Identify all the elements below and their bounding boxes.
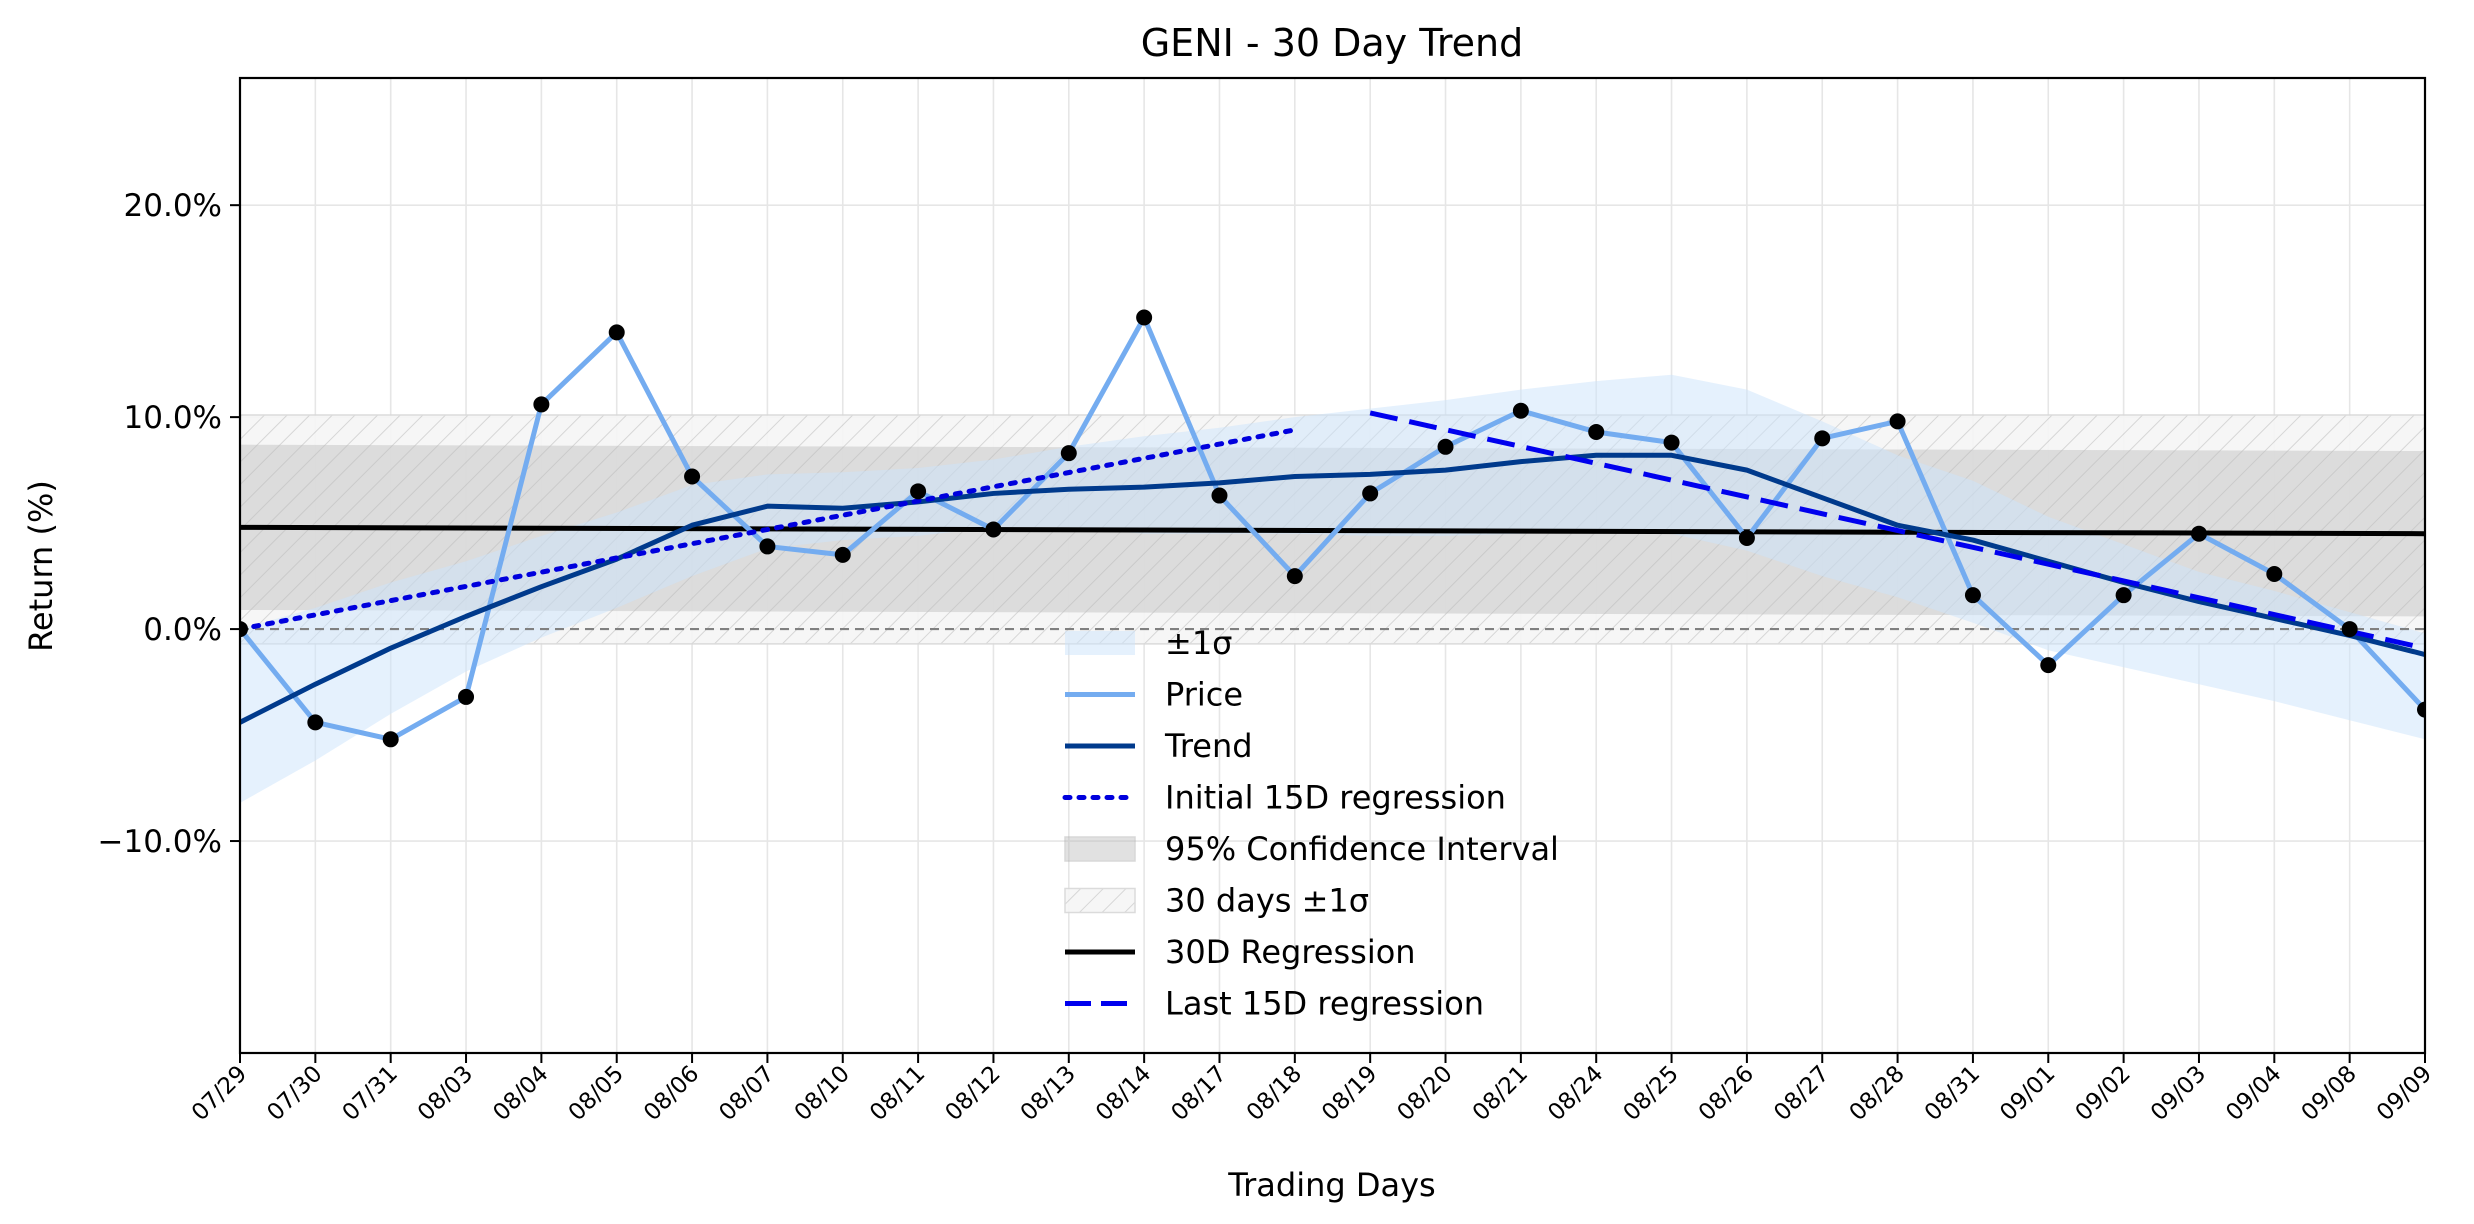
y-axis-label: Return (%) xyxy=(22,480,60,652)
price-point xyxy=(2115,587,2132,604)
x-tick-label: 08/13 xyxy=(1016,1061,1081,1126)
x-tick-label: 07/29 xyxy=(187,1061,252,1126)
price-point xyxy=(1588,423,1605,440)
price-point xyxy=(1211,487,1228,504)
x-tick-label: 07/31 xyxy=(338,1061,403,1126)
price-point xyxy=(1663,434,1680,451)
legend-label: 30 days ±1σ xyxy=(1165,882,1369,920)
x-tick-label: 08/20 xyxy=(1392,1061,1457,1126)
plot-area xyxy=(240,309,2425,803)
x-tick-label: 08/25 xyxy=(1619,1061,1684,1126)
x-tick-label: 08/19 xyxy=(1317,1061,1382,1126)
legend-swatch xyxy=(1064,887,1136,914)
x-tick-label: 09/04 xyxy=(2221,1061,2286,1126)
x-tick-label: 08/31 xyxy=(1920,1061,1985,1126)
price-point xyxy=(608,324,625,341)
price-point xyxy=(2341,621,2358,638)
x-tick-label: 08/26 xyxy=(1694,1061,1759,1126)
x-tick-label: 09/09 xyxy=(2372,1061,2437,1126)
x-tick-label: 09/02 xyxy=(2071,1061,2136,1126)
initial-15d-regression-line xyxy=(240,427,1298,632)
x-tick-label: 08/12 xyxy=(940,1061,1005,1126)
y-axis: 20.0% 10.0% 0.0% −10.0% xyxy=(98,188,240,860)
price-point xyxy=(1060,445,1077,462)
legend: ±1σ Price Trend Initial 15D regression 95% C… xyxy=(1062,624,1559,1023)
legend-label: Initial 15D regression xyxy=(1165,779,1506,817)
legend-label: 30D Regression xyxy=(1165,933,1416,971)
x-tick-label: 08/07 xyxy=(714,1061,779,1126)
x-tick-label: 08/27 xyxy=(1769,1061,1834,1126)
x-tick-label: 08/03 xyxy=(413,1061,478,1126)
y-tick-label: 10.0% xyxy=(124,400,222,436)
x-tick-label: 08/17 xyxy=(1166,1061,1231,1126)
price-point xyxy=(1964,587,1981,604)
price-point xyxy=(1814,430,1831,447)
x-tick-label: 08/21 xyxy=(1468,1061,1533,1126)
price-point xyxy=(759,538,776,555)
x-tick-label: 09/01 xyxy=(1995,1061,2060,1126)
x-tick-label: 07/30 xyxy=(262,1061,327,1126)
price-point xyxy=(1437,438,1454,455)
x-tick-label: 08/24 xyxy=(1543,1061,1608,1126)
x-tick-label: 08/18 xyxy=(1242,1061,1307,1126)
y-tick-label: 0.0% xyxy=(143,612,222,648)
x-tick-label: 08/06 xyxy=(639,1061,704,1126)
price-point xyxy=(2040,657,2057,674)
price-point xyxy=(1738,529,1755,546)
band-sigma xyxy=(240,374,2425,803)
x-tick-label: 08/11 xyxy=(865,1061,930,1126)
x-tick-label: 09/03 xyxy=(2146,1061,2211,1126)
price-point xyxy=(2266,565,2283,582)
last-15d-regression-line xyxy=(1369,410,2425,651)
x-axis: 07/29 07/30 07/31 08/03 08/04 08/05 08/06 08/07… xyxy=(187,1053,2437,1126)
price-point xyxy=(1286,568,1303,585)
legend-label: Price xyxy=(1165,676,1243,714)
legend-label: Trend xyxy=(1164,727,1253,765)
price-point xyxy=(2417,701,2425,718)
price-point xyxy=(910,483,927,500)
legend-label: 95% Confidence Interval xyxy=(1165,830,1559,868)
legend-label: ±1σ xyxy=(1165,624,1232,662)
price-point xyxy=(2190,525,2207,542)
legend-swatch xyxy=(1064,836,1136,862)
legend-label: Last 15D regression xyxy=(1165,985,1484,1023)
x-tick-label: 08/28 xyxy=(1845,1061,1910,1126)
price-point xyxy=(382,731,399,748)
y-tick-label: 20.0% xyxy=(124,188,222,224)
y-tick-label: −10.0% xyxy=(98,824,222,860)
price-line xyxy=(240,315,2425,742)
x-tick-label: 08/10 xyxy=(790,1061,855,1126)
price-point xyxy=(1512,402,1529,419)
regression-30d-line xyxy=(240,524,2425,537)
price-point xyxy=(1136,309,1153,326)
chart-title: GENI - 30 Day Trend xyxy=(1141,21,1524,65)
price-point xyxy=(458,688,475,705)
price-point xyxy=(533,396,550,413)
legend-swatch xyxy=(1065,631,1135,655)
x-tick-label: 09/08 xyxy=(2297,1061,2362,1126)
price-point xyxy=(1889,413,1906,430)
x-tick-label: 08/05 xyxy=(564,1061,629,1126)
price-point xyxy=(684,468,701,485)
price-point xyxy=(307,714,324,731)
x-tick-label: 08/04 xyxy=(488,1061,553,1126)
x-tick-label: 08/14 xyxy=(1091,1061,1156,1126)
plot-frame xyxy=(238,76,2427,1055)
price-point xyxy=(240,621,248,638)
price-point xyxy=(1362,485,1379,502)
price-point xyxy=(834,546,851,563)
price-point xyxy=(985,521,1002,538)
x-axis-label: Trading Days xyxy=(1227,1166,1435,1204)
